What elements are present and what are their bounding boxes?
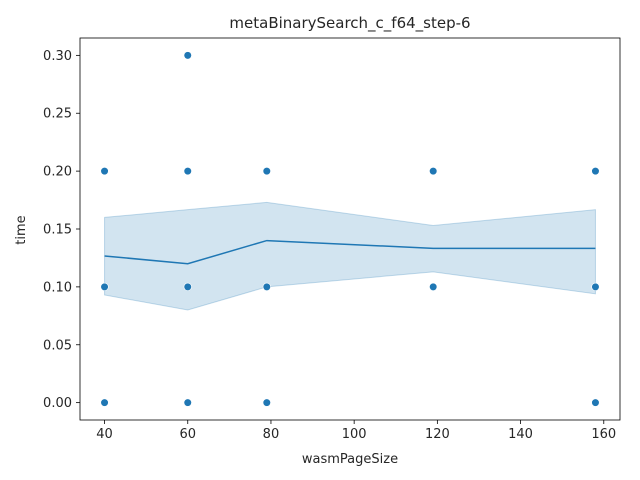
mean-line xyxy=(104,239,596,265)
chart-title: metaBinarySearch_c_f64_step-6 xyxy=(229,14,470,33)
y-tick-label: 0.30 xyxy=(43,49,72,64)
x-tick-label: 140 xyxy=(508,427,533,442)
data-point xyxy=(429,167,438,176)
data-point xyxy=(591,398,600,407)
x-tick-label: 120 xyxy=(425,427,450,442)
y-tick-label: 0.00 xyxy=(43,396,72,411)
data-point xyxy=(100,167,109,176)
y-axis: 0.00 0.05 0.10 0.15 0.20 0.25 0.30 xyxy=(43,49,80,411)
y-tick-label: 0.15 xyxy=(43,223,72,238)
y-tick-label: 0.10 xyxy=(43,280,72,295)
data-point xyxy=(183,282,192,291)
y-tick-label: 0.05 xyxy=(43,338,72,353)
y-tick-label: 0.25 xyxy=(43,107,72,122)
data-point xyxy=(262,398,271,407)
data-point xyxy=(100,398,109,407)
x-tick-label: 80 xyxy=(263,427,280,442)
data-point xyxy=(262,282,271,291)
x-tick-label: 40 xyxy=(96,427,113,442)
data-point xyxy=(591,282,600,291)
x-tick-label: 160 xyxy=(591,427,616,442)
plot-area xyxy=(79,37,621,421)
y-tick-label: 0.20 xyxy=(43,165,72,180)
data-point xyxy=(183,398,192,407)
x-tick-label: 100 xyxy=(342,427,367,442)
x-tick-label: 60 xyxy=(179,427,196,442)
data-point xyxy=(100,282,109,291)
x-axis: 40 60 80 100 120 140 160 xyxy=(96,420,616,442)
y-axis-label: time xyxy=(14,215,29,244)
data-point xyxy=(183,51,192,60)
data-point xyxy=(262,167,271,176)
data-point xyxy=(183,167,192,176)
data-point xyxy=(429,282,438,291)
x-axis-label: wasmPageSize xyxy=(302,452,398,467)
data-point xyxy=(591,167,600,176)
confidence-band xyxy=(104,201,596,311)
